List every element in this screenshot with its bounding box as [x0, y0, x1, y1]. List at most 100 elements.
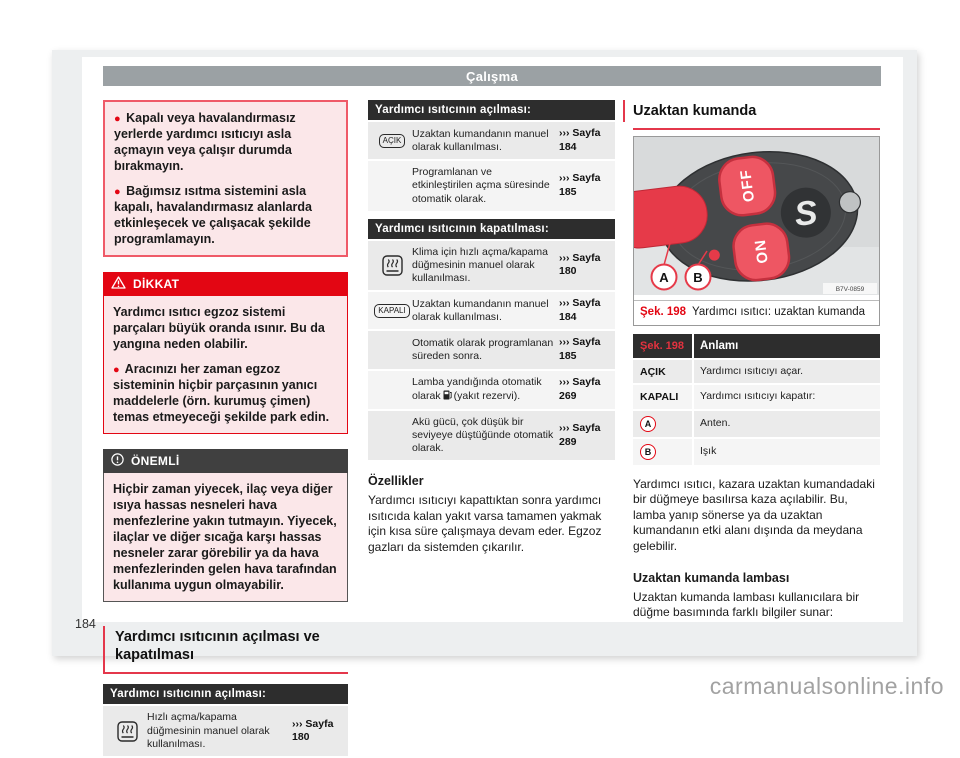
table-cell-text: Uzaktan kumandanın manuel olarak kullanı… — [412, 297, 549, 323]
table-row: Hızlı açma/kapama düğmesinin manuel olar… — [103, 706, 348, 756]
fuel-pump-icon — [443, 389, 452, 404]
table-cell-text: Akü gücü, çok düşük bir seviyeye düştüğü… — [412, 415, 554, 455]
kapali-key-icon: KAPALI — [372, 303, 412, 318]
callout-b-label: B — [693, 270, 702, 285]
page-reference: ››› Sayfa 184 — [559, 297, 601, 323]
onemli-paragraph: Hiçbir zaman yiyecek, ilaç veya diğer ıs… — [113, 482, 337, 593]
page-reference: ››› Sayfa 269 — [559, 376, 601, 402]
dikkat-header: DİKKAT — [103, 272, 348, 297]
remote-control-heading: Uzaktan kumanda — [623, 100, 880, 131]
page-reference: ››› Sayfa 185 — [559, 172, 601, 198]
warning-continuation-box: ● Kapalı veya havalandırmasız yerlerde y… — [103, 100, 348, 258]
onemli-body: Hiçbir zaman yiyecek, ilaç veya diğer ıs… — [103, 473, 348, 603]
table-row: KAPALI Yardımcı ısıtıcıyı kapatır: — [633, 385, 880, 409]
callout-a-circle — [650, 263, 678, 291]
onemli-header: ÖNEMLİ — [103, 449, 348, 474]
onemli-title: ÖNEMLİ — [131, 454, 180, 469]
chapter-title: Çalışma — [466, 68, 518, 84]
table-row: A Anten. — [633, 410, 880, 437]
acik-key-icon: AÇIK — [372, 133, 412, 148]
row-key: AÇIK — [633, 360, 692, 384]
dikkat-box: DİKKAT Yardımcı ısıtıcı egzoz sistemi pa… — [103, 272, 348, 435]
row-value: Anten. — [694, 410, 880, 437]
important-circle-icon — [111, 453, 124, 469]
remote-paragraph: Yardımcı ısıtıcı, kazara uzaktan kumanda… — [633, 476, 875, 553]
right-column: Uzaktan kumanda S OFF ON — [610, 100, 880, 621]
watermark: carmanualsonline.info — [709, 673, 944, 699]
warning-bullet-2: ● Bağımsız ısıtma sistemini asla kapalı,… — [114, 184, 313, 247]
table-row: Klima için hızlı açma/kapama düğmesinin … — [368, 240, 615, 291]
row-value: Işık — [694, 438, 880, 465]
table-cell-text: Uzaktan kumandanın manuel olarak kullanı… — [412, 127, 549, 153]
warning-bullet-1: ● Kapalı veya havalandırmasız yerlerde y… — [114, 111, 296, 174]
table-open-left: Yardımcı ısıtıcının açılması: Hızlı açma… — [103, 684, 348, 756]
table-row: AÇIK Uzaktan kumandanın manuel olarak ku… — [368, 122, 615, 160]
table-row: AÇIK Yardımcı ısıtıcıyı açar. — [633, 360, 880, 384]
row-key: KAPALI — [633, 385, 692, 409]
image-code: B7V-0859 — [836, 286, 865, 293]
manual-page: Çalışma ● Kapalı veya havalandırmasız ye… — [52, 50, 917, 756]
table-close-middle: Yardımcı ısıtıcının kapatılması: Klima i… — [368, 218, 615, 461]
remote-control-figure: S OFF ON A B B7V-0859 Şek — [610, 136, 880, 326]
table-header-meaning: Anlamı — [694, 333, 880, 359]
page-reference: ››› Sayfa 185 — [559, 336, 601, 362]
callout-b-circle — [684, 263, 712, 291]
page-reference: ››› Sayfa 180 — [559, 251, 601, 278]
table-cell-text: Hızlı açma/kapama düğmesinin manuel olar… — [147, 711, 270, 750]
dikkat-bullet: ● Aracınızı her zaman egzoz sisteminin h… — [113, 362, 330, 425]
figure-number: Şek. 198 — [640, 306, 687, 319]
table-cell-text: Lamba yandığında otomatik olarak (yakıt r… — [412, 376, 559, 404]
callout-a-label: A — [659, 270, 669, 285]
remote-control-image: S OFF ON A B B7V-0859 — [610, 137, 879, 296]
dikkat-paragraph: Yardımcı ısıtıcı egzoz sistemi parçaları… — [113, 305, 325, 352]
features-heading: Özellikler — [368, 474, 424, 489]
heater-icon — [107, 720, 147, 742]
heading-red-bar — [623, 100, 625, 123]
table-open-middle: Yardımcı ısıtıcının açılması: AÇIK Uzakt… — [368, 100, 615, 211]
page-number: 184 — [75, 617, 96, 631]
table-cell-text: Programlanan ve etkinleştirilen açma sür… — [412, 166, 550, 205]
table-header-figure-ref: Şek. 198 — [633, 333, 692, 359]
on-button-label: ON — [752, 238, 772, 264]
row-value: Yardımcı ısıtıcıyı kapatır: — [694, 385, 880, 409]
table-header: Yardımcı ısıtıcının açılması: — [103, 684, 348, 705]
chapter-band: Çalışma — [103, 66, 881, 86]
bullet-icon: ● — [113, 364, 120, 377]
warning-triangle-icon — [111, 276, 126, 292]
seat-logo: S — [792, 193, 819, 234]
page-reference: ››› Sayfa 180 — [292, 717, 334, 744]
table-row: Otomatik olarak programlanan süreden son… — [368, 331, 615, 369]
callout-b-key: B — [633, 438, 692, 465]
row-value: Yardımcı ısıtıcıyı açar. — [694, 360, 880, 384]
table-row: B Işık — [633, 438, 880, 465]
dikkat-title: DİKKAT — [133, 277, 180, 292]
table-row: Lamba yandığında otomatik olarak (yakıt r… — [368, 370, 615, 409]
features-paragraph: Yardımcı ısıtıcıyı kapattıktan sonra yar… — [368, 493, 602, 554]
middle-column: Yardımcı ısıtıcının açılması: AÇIK Uzakt… — [368, 100, 615, 556]
figure-caption-text: Yardımcı ısıtıcı: uzaktan kumanda — [692, 306, 866, 319]
table-row: Programlanan ve etkinleştirilen açma sür… — [368, 161, 615, 211]
table-cell-text: Otomatik olarak programlanan süreden son… — [412, 336, 554, 362]
dikkat-body: Yardımcı ısıtıcı egzoz sistemi parçaları… — [103, 296, 348, 435]
led-indicator — [708, 249, 720, 261]
page-reference: ››› Sayfa 289 — [559, 421, 601, 448]
page-reference: ››› Sayfa 184 — [559, 127, 601, 153]
remote-lamp-heading: Uzaktan kumanda lambası — [633, 570, 790, 585]
table-row: KAPALI Uzaktan kumandanın manuel olarak … — [368, 292, 615, 330]
table-header: Yardımcı ısıtıcının açılması: — [368, 100, 615, 120]
left-column: ● Kapalı veya havalandırmasız yerlerde y… — [103, 100, 348, 758]
onemli-box: ÖNEMLİ Hiçbir zaman yiyecek, ilaç veya d… — [103, 449, 348, 603]
callout-a-key: A — [633, 410, 692, 437]
bullet-icon: ● — [114, 113, 121, 125]
bullet-icon: ● — [114, 186, 121, 199]
table-row: Akü gücü, çok düşük bir seviyeye düştüğü… — [368, 410, 615, 461]
figure-caption: Şek. 198 Yardımcı ısıtıcı: uzaktan kumand… — [634, 300, 879, 325]
table-header: Yardımcı ısıtıcının kapatılması: — [368, 218, 615, 239]
table-header-row: Şek. 198 Anlamı — [633, 333, 880, 359]
table-cell-text: Klima için hızlı açma/kapama düğmesinin … — [412, 245, 548, 284]
heater-icon — [372, 255, 412, 276]
remote-lamp-paragraph: Uzaktan kumanda lambası kullanıcılara bi… — [633, 589, 860, 620]
section-heading-open-close: Yardımcı ısıtıcının açılması ve kapatılm… — [103, 626, 348, 675]
meaning-table: Şek. 198 Anlamı AÇIK Yardımcı ısıtıcıyı … — [633, 333, 880, 465]
off-button-label: OFF — [737, 168, 758, 203]
